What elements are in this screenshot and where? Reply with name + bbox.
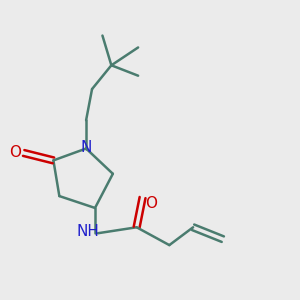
Text: O: O <box>9 146 21 160</box>
Text: N: N <box>80 140 92 154</box>
Text: NH: NH <box>76 224 99 239</box>
Text: O: O <box>146 196 158 211</box>
